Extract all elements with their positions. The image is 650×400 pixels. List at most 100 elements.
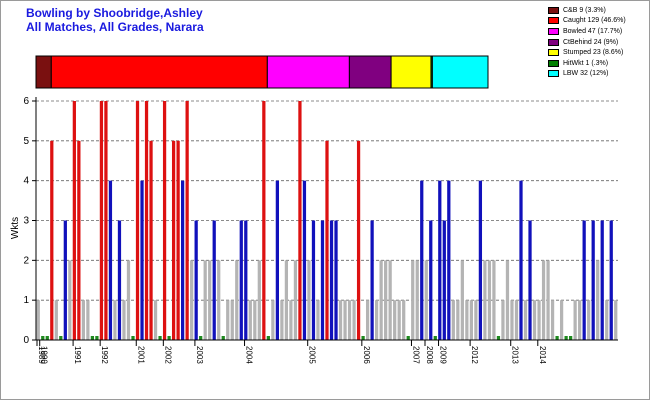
bar [63, 220, 67, 340]
bar [176, 140, 180, 340]
y-tick-label: 5 [23, 136, 29, 147]
x-tick-label: 2014 [538, 346, 547, 364]
x-tick-label: 2008 [425, 346, 434, 364]
x-tick-label: 2005 [308, 346, 317, 364]
bar [59, 336, 63, 340]
bar [510, 300, 514, 340]
bar [253, 300, 257, 340]
strip-segment [50, 55, 268, 89]
legend-item: CtBehind 24 (9%) [548, 37, 648, 48]
bar [492, 260, 496, 340]
bar [541, 260, 546, 340]
legend-item: LBW 32 (12%) [548, 69, 648, 80]
bar [411, 260, 415, 340]
bar [370, 220, 374, 340]
bar [144, 101, 149, 340]
bar [402, 300, 406, 340]
bar [523, 300, 528, 340]
bar [99, 101, 104, 340]
bar [334, 220, 338, 340]
bar [162, 101, 167, 340]
bar [149, 140, 153, 340]
bar [181, 180, 185, 340]
legend-label: Stumped 23 (8.6%) [563, 49, 624, 57]
bar [559, 300, 564, 340]
bar [438, 180, 442, 340]
bar [190, 260, 194, 340]
bar [474, 300, 478, 340]
bar [293, 260, 298, 340]
x-tick-label: 2013 [511, 346, 520, 364]
strip-segment [390, 55, 432, 89]
bar [248, 300, 252, 340]
bar [90, 336, 95, 340]
bar [72, 101, 76, 340]
bar [393, 300, 397, 340]
bar [41, 336, 45, 340]
bar [569, 336, 573, 340]
bar [447, 180, 451, 340]
bar [194, 220, 198, 340]
x-tick-label: 2002 [163, 346, 172, 364]
bar [289, 300, 293, 340]
bar [311, 220, 316, 340]
bar [302, 180, 307, 340]
bar [384, 260, 388, 340]
x-tick-label: 1990 [40, 346, 49, 364]
bar [271, 300, 275, 340]
bar [239, 220, 243, 340]
bar [537, 300, 541, 340]
legend-swatch [548, 49, 559, 57]
bar [329, 220, 334, 340]
bar [424, 260, 428, 340]
bar [135, 101, 140, 340]
chart-title: Bowling by Shoobridge,Ashley [26, 6, 203, 20]
bar [68, 260, 72, 340]
legend-swatch [548, 59, 559, 67]
y-tick-label: 0 [23, 335, 29, 346]
bar [126, 260, 131, 340]
bar [212, 220, 216, 340]
bar [307, 260, 311, 340]
legend-label: HitWkt 1 (.3%) [563, 59, 609, 67]
x-tick-label: 2012 [470, 346, 479, 364]
legend-label: Caught 129 (46.6%) [563, 17, 626, 25]
bar [433, 336, 437, 340]
strip-segment [266, 55, 350, 89]
legend-item: C&B 9 (3.3%) [548, 5, 648, 16]
bar [325, 140, 329, 340]
bar [185, 101, 189, 340]
x-tick-label: 2006 [362, 346, 371, 364]
y-axis-label: Wkts [10, 217, 21, 239]
bar [262, 101, 266, 340]
bar [131, 336, 135, 340]
bar [217, 260, 221, 340]
bar [546, 260, 550, 340]
bar [550, 300, 555, 340]
legend-swatch [548, 70, 559, 78]
y-tick-label: 2 [23, 255, 29, 266]
bar [514, 300, 519, 340]
bar [266, 336, 270, 340]
bar [442, 220, 446, 340]
bar [573, 300, 577, 340]
bar [487, 260, 492, 340]
bar [352, 300, 356, 340]
bar [496, 336, 501, 340]
legend-swatch [548, 27, 559, 35]
legend-swatch [548, 38, 559, 46]
bar [600, 220, 604, 340]
bar [469, 300, 473, 340]
bar [460, 260, 464, 340]
bar [77, 140, 81, 340]
bar [316, 300, 320, 340]
bar [298, 101, 302, 340]
bar [388, 260, 392, 340]
legend-item: HitWkt 1 (.3%) [548, 58, 648, 69]
bar [50, 140, 54, 340]
bar [375, 300, 379, 340]
bar [397, 300, 401, 340]
bar [167, 336, 171, 340]
